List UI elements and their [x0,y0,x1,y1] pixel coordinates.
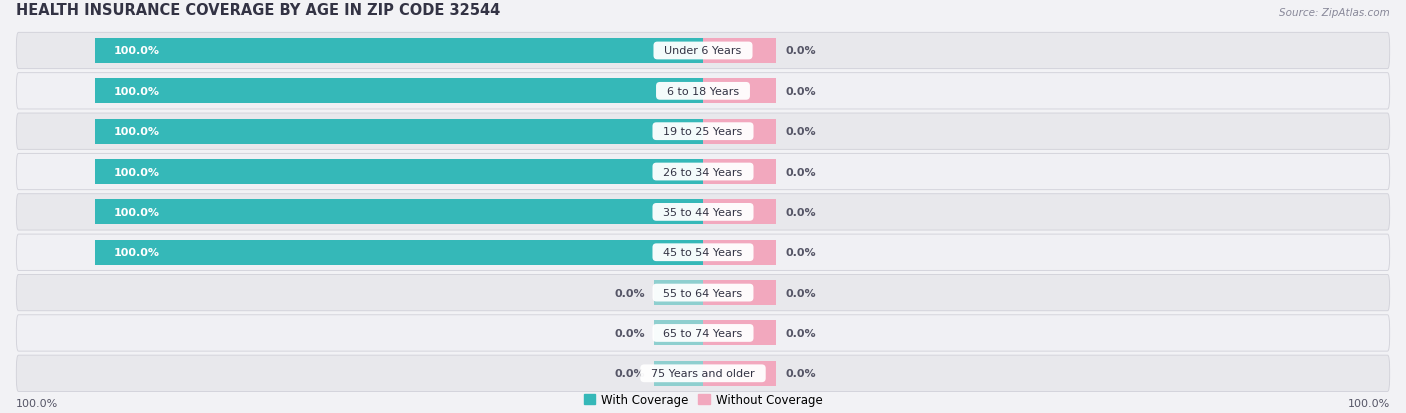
FancyBboxPatch shape [17,275,1389,311]
Text: 100.0%: 100.0% [114,167,159,177]
FancyBboxPatch shape [17,114,1389,150]
Bar [703,160,776,185]
Bar [96,160,703,185]
Bar [703,240,776,265]
Text: 0.0%: 0.0% [785,328,815,338]
Text: 0.0%: 0.0% [785,207,815,217]
Bar [654,320,703,346]
Text: 0.0%: 0.0% [785,127,815,137]
Text: 0.0%: 0.0% [614,288,645,298]
Text: 75 Years and older: 75 Years and older [644,368,762,378]
Bar [96,39,703,64]
Text: 0.0%: 0.0% [614,368,645,378]
Bar [654,361,703,386]
Text: 100.0%: 100.0% [114,207,159,217]
Text: 19 to 25 Years: 19 to 25 Years [657,127,749,137]
Text: 6 to 18 Years: 6 to 18 Years [659,87,747,97]
Text: 26 to 34 Years: 26 to 34 Years [657,167,749,177]
Bar [703,79,776,104]
Bar [96,119,703,145]
Bar [703,361,776,386]
Bar [703,320,776,346]
Legend: With Coverage, Without Coverage: With Coverage, Without Coverage [579,389,827,411]
Text: 0.0%: 0.0% [785,368,815,378]
Text: 0.0%: 0.0% [785,87,815,97]
FancyBboxPatch shape [17,74,1389,110]
Text: 100.0%: 100.0% [114,127,159,137]
Text: Under 6 Years: Under 6 Years [658,46,748,56]
FancyBboxPatch shape [17,235,1389,271]
Bar [703,39,776,64]
Bar [703,280,776,305]
Text: 0.0%: 0.0% [785,167,815,177]
Text: 0.0%: 0.0% [785,46,815,56]
Text: HEALTH INSURANCE COVERAGE BY AGE IN ZIP CODE 32544: HEALTH INSURANCE COVERAGE BY AGE IN ZIP … [17,3,501,18]
FancyBboxPatch shape [17,33,1389,69]
Bar [96,79,703,104]
Bar [703,119,776,145]
Text: 0.0%: 0.0% [614,328,645,338]
Bar [654,280,703,305]
FancyBboxPatch shape [17,194,1389,230]
Bar [96,240,703,265]
FancyBboxPatch shape [17,355,1389,392]
Text: 35 to 44 Years: 35 to 44 Years [657,207,749,217]
Text: 100.0%: 100.0% [114,87,159,97]
Bar [96,200,703,225]
Text: 0.0%: 0.0% [785,248,815,258]
FancyBboxPatch shape [17,154,1389,190]
Text: 65 to 74 Years: 65 to 74 Years [657,328,749,338]
Bar [703,200,776,225]
Text: 100.0%: 100.0% [1347,399,1389,408]
Text: 0.0%: 0.0% [785,288,815,298]
Text: 100.0%: 100.0% [17,399,59,408]
Text: 100.0%: 100.0% [114,248,159,258]
Text: Source: ZipAtlas.com: Source: ZipAtlas.com [1279,8,1389,18]
FancyBboxPatch shape [17,315,1389,351]
Text: 45 to 54 Years: 45 to 54 Years [657,248,749,258]
Text: 55 to 64 Years: 55 to 64 Years [657,288,749,298]
Text: 100.0%: 100.0% [114,46,159,56]
